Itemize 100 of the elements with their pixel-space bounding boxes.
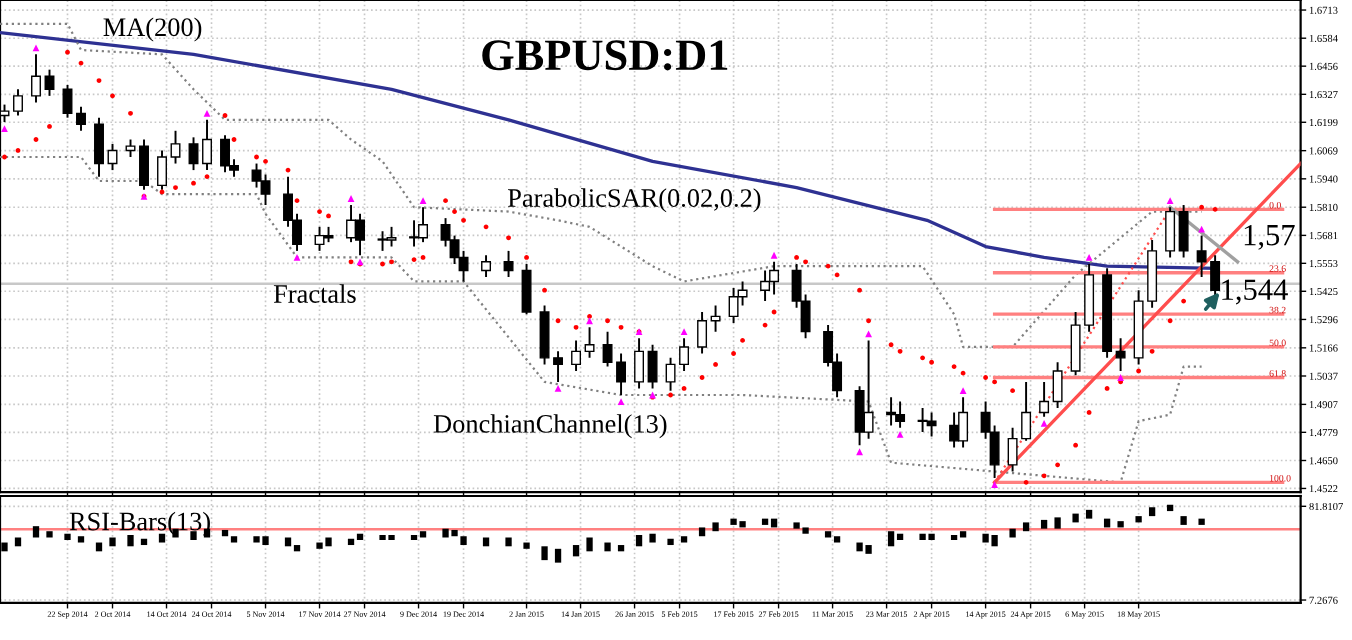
- bar: [32, 526, 40, 538]
- candlestick: [1115, 337, 1126, 372]
- bar: [1040, 519, 1048, 529]
- bar: [572, 545, 580, 557]
- bar: [293, 545, 301, 552]
- point: [1040, 419, 1048, 427]
- candlestick: [571, 339, 582, 372]
- point: [770, 251, 778, 259]
- candlestick: [1052, 361, 1063, 410]
- bar: [1180, 516, 1187, 525]
- candlestick: [62, 83, 73, 119]
- bar: [824, 531, 832, 538]
- candlestick: [170, 129, 181, 165]
- bar: [761, 518, 769, 525]
- bar: [158, 533, 166, 543]
- bar: [1022, 522, 1030, 532]
- bar: [712, 522, 719, 532]
- candlestick: [386, 225, 397, 248]
- bar: [221, 529, 229, 537]
- point: [959, 387, 967, 395]
- candlestick: [76, 105, 86, 132]
- candlestick: [481, 254, 492, 279]
- candlestick: [863, 339, 874, 440]
- bar: [586, 537, 593, 552]
- annotation: Fractals: [273, 284, 356, 303]
- bar: [950, 534, 958, 541]
- point: [203, 109, 211, 117]
- annotation: ParabolicSAR(0.02,0.2): [508, 188, 761, 213]
- point: [991, 481, 998, 488]
- candlestick: [697, 311, 708, 355]
- bar: [1198, 518, 1205, 525]
- bar: [523, 542, 530, 549]
- bar: [1009, 528, 1016, 538]
- bar: [64, 533, 71, 541]
- bar: [127, 534, 134, 547]
- candlestick: [926, 411, 937, 438]
- bar: [419, 531, 427, 538]
- bar: [14, 537, 22, 547]
- bar: [680, 536, 688, 543]
- annotation: RSI-Bars(13): [69, 511, 210, 536]
- point: [554, 385, 562, 392]
- bar: [172, 528, 179, 538]
- candlestick: [1165, 206, 1176, 259]
- bar: [46, 531, 53, 538]
- bar: [347, 538, 355, 546]
- bar: [505, 537, 512, 547]
- point: [1166, 197, 1174, 205]
- bar: [410, 534, 418, 541]
- bar: [833, 536, 841, 543]
- bar: [667, 538, 674, 546]
- candlestick: [634, 337, 645, 390]
- point: [1085, 254, 1093, 261]
- bar: [698, 527, 706, 537]
- bar: [649, 533, 656, 543]
- candlestick: [710, 304, 721, 333]
- bar: [1117, 521, 1124, 528]
- point: [347, 195, 355, 202]
- bar: [554, 548, 562, 563]
- bar: [959, 531, 967, 538]
- bar: [460, 536, 467, 546]
- annotation: 1,544: [1222, 279, 1288, 305]
- bar: [541, 546, 548, 561]
- candlestick: [647, 343, 658, 390]
- point: [680, 328, 688, 336]
- candlestick: [260, 173, 271, 206]
- annotation: DonchianChannel(13): [433, 414, 667, 439]
- candlestick: [94, 116, 104, 178]
- text: GBPUSD:D1: [482, 40, 728, 71]
- bar: [1085, 509, 1093, 519]
- point: [865, 330, 872, 338]
- candlestick: [1178, 204, 1189, 259]
- bar: [1135, 516, 1142, 523]
- point: [1, 125, 8, 133]
- candlestick: [31, 53, 41, 104]
- candlestick: [503, 249, 514, 279]
- candlestick: [1039, 380, 1050, 418]
- point: [896, 430, 904, 438]
- candlestick: [251, 162, 262, 189]
- bar: [109, 537, 116, 547]
- bar: [604, 542, 611, 552]
- bar: [1054, 517, 1061, 529]
- candlestick: [13, 88, 23, 117]
- bar: [635, 534, 643, 547]
- bar: [1166, 504, 1174, 512]
- point: [419, 197, 427, 205]
- bar: [356, 533, 364, 541]
- candlestick: [188, 136, 199, 172]
- candlestick: [760, 269, 771, 303]
- bar: [140, 538, 148, 546]
- candlestick: [521, 263, 532, 316]
- bar: [1072, 513, 1079, 523]
- point: [617, 398, 625, 405]
- annotation: MA(200): [103, 17, 202, 42]
- bar: [284, 537, 292, 547]
- candlestick: [584, 326, 595, 359]
- bar: [887, 531, 895, 547]
- candlestick: [157, 149, 167, 191]
- candlestick: [202, 118, 212, 172]
- bar: [1148, 507, 1156, 517]
- candlestick: [949, 411, 960, 449]
